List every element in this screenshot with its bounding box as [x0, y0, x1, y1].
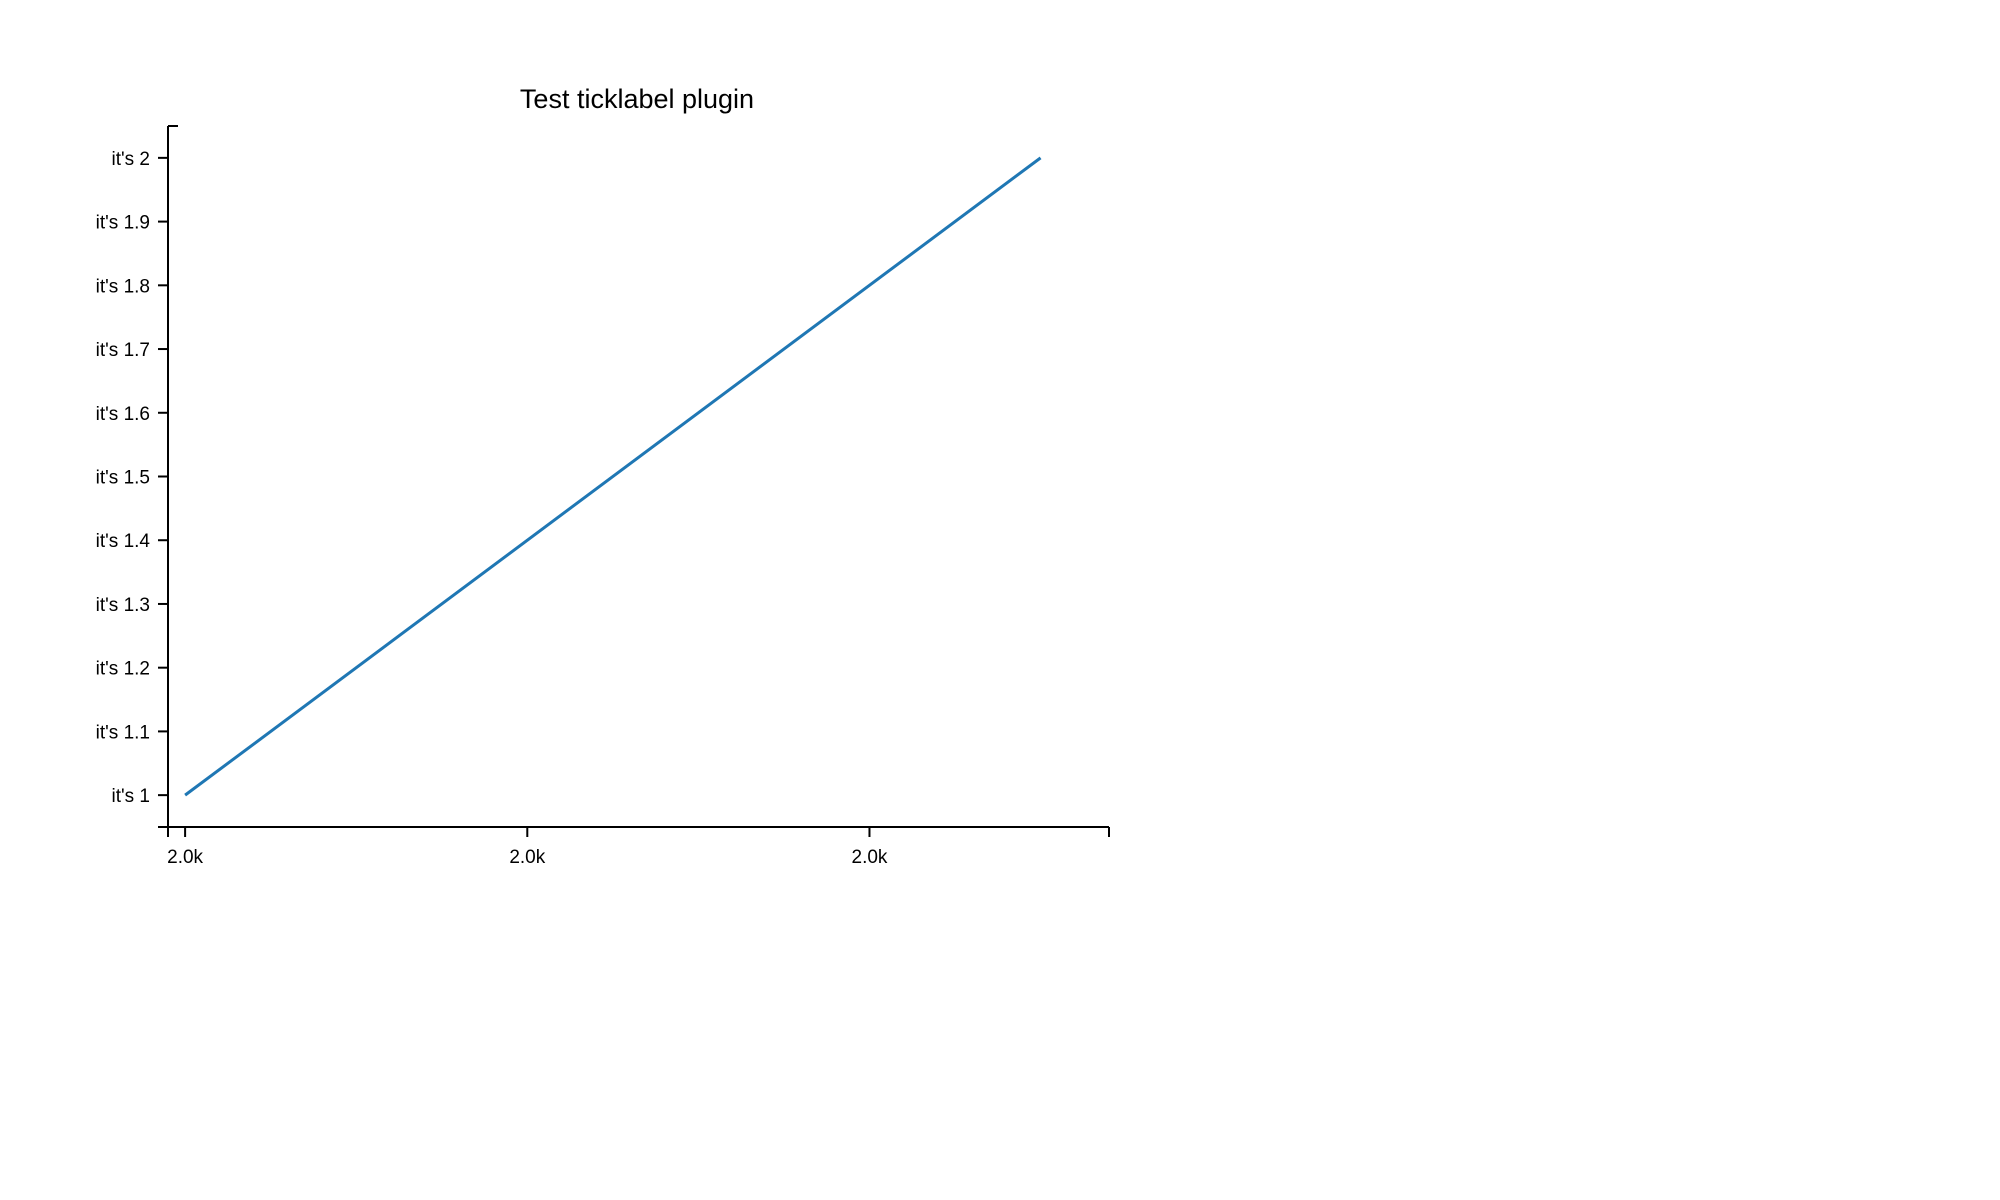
y-tick-label: it's 2 — [112, 149, 150, 170]
y-tick-label: it's 1.5 — [96, 468, 150, 489]
series-line — [184, 156, 1042, 797]
y-tick-label: it's 1.7 — [96, 340, 150, 361]
y-tick-label: it's 1.6 — [96, 404, 150, 425]
y-tick-label: it's 1.8 — [96, 276, 150, 297]
y-tick-label: it's 1.4 — [96, 531, 151, 552]
y-tick-label: it's 1 — [112, 786, 150, 807]
x-tick-label: 2.0k — [852, 847, 888, 868]
x-tick-label: 2.0k — [167, 847, 203, 868]
y-tick-label: it's 1.3 — [96, 595, 150, 616]
x-tick-label: 2.0k — [509, 847, 545, 868]
y-tick-label: it's 1.1 — [96, 722, 150, 743]
chart-title: Test ticklabel plugin — [520, 84, 754, 114]
y-tick-label: it's 1.2 — [96, 659, 150, 680]
y-tick-label: it's 1.9 — [96, 213, 150, 234]
plot-area: it's 1 it's 1.1 it's 1.2 it's 1.3 it's 1.4 it… — [96, 125, 1110, 868]
